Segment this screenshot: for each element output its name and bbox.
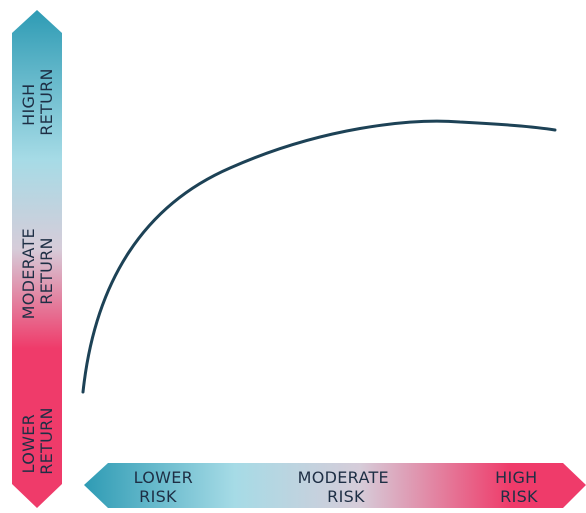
high-risk-label: HIGH RISK [495, 468, 543, 506]
risk-axis-arrow [84, 463, 586, 508]
lower-return-label: LOWER RETURN [19, 407, 56, 475]
lower-risk-label: LOWER RISK [134, 468, 199, 506]
moderate-risk-label: MODERATE RISK [298, 468, 395, 506]
moderate-return-label: MODERATE RETURN [19, 223, 56, 320]
return-axis-arrow [12, 10, 62, 508]
risk-return-curve [81, 119, 557, 394]
high-return-label: HIGH RETURN [19, 68, 56, 136]
